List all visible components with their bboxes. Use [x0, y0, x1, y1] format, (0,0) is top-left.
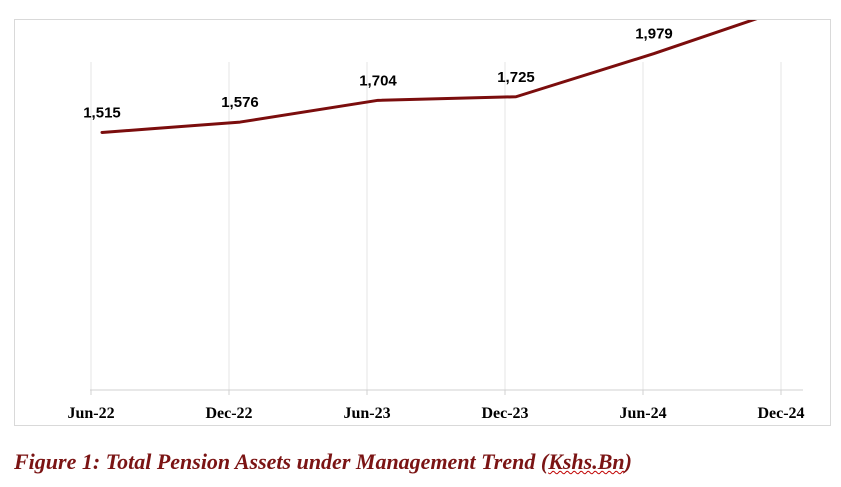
data-label: 1,576 [221, 94, 259, 111]
data-label: 1,704 [359, 72, 397, 89]
data-label: 1,725 [497, 69, 535, 86]
series-line [100, 20, 758, 134]
x-tick-label: Dec-24 [757, 405, 804, 422]
data-label: 1,979 [635, 26, 673, 43]
caption-text: Figure 1: Total Pension Assets under Man… [14, 449, 549, 474]
data-label: 1,515 [83, 104, 121, 121]
x-tick-label: Dec-23 [481, 405, 528, 422]
x-tick-label: Jun-23 [343, 405, 390, 422]
line-chart: 1,5151,5761,7041,7251,9792,255Jun-22Dec-… [67, 20, 805, 422]
x-tick-label: Jun-24 [619, 405, 666, 422]
x-tick-label: Dec-22 [205, 405, 252, 422]
x-tick-label: Jun-22 [67, 405, 114, 422]
figure-caption: Figure 1: Total Pension Assets under Man… [14, 449, 632, 475]
chart-area: 1,5151,5761,7041,7251,9792,255Jun-22Dec-… [14, 19, 831, 426]
caption-end: ) [624, 449, 632, 474]
caption-unit: Kshs.Bn [548, 449, 625, 474]
